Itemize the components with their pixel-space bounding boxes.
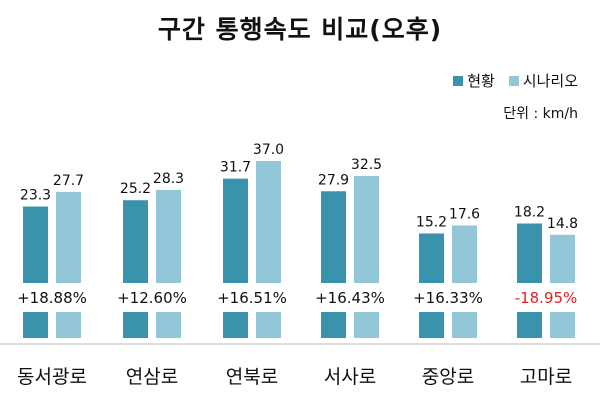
bar-stub-current-1	[123, 312, 148, 338]
bar-scenario-3	[354, 175, 379, 284]
change-label-2: +16.51%	[217, 289, 287, 307]
bar-stub-scenario-5	[550, 312, 575, 338]
value-label-current-4: 15.2	[416, 214, 447, 230]
change-label-4: +16.33%	[413, 289, 483, 307]
value-label-scenario-1: 28.3	[153, 171, 184, 187]
bar-current-0	[23, 206, 48, 284]
break-band-3	[308, 283, 392, 310]
bar-scenario-4	[452, 225, 477, 284]
bar-stub-scenario-1	[156, 312, 181, 338]
bar-stub-scenario-3	[354, 312, 379, 338]
unit-label: 단위 : km/h	[503, 106, 578, 122]
category-label-1: 연삼로	[126, 366, 178, 388]
change-label-1: +12.60%	[117, 289, 187, 307]
break-band-5	[504, 283, 588, 310]
bar-stub-current-0	[23, 312, 48, 338]
value-label-current-0: 23.3	[20, 188, 51, 204]
bar-scenario-0	[56, 191, 81, 284]
legend-label-current: 현황	[467, 72, 495, 90]
legend: 현황 시나리오	[453, 70, 578, 91]
bar-stub-current-4	[419, 312, 444, 338]
bar-stub-current-3	[321, 312, 346, 338]
category-label-0: 동서광로	[17, 366, 87, 388]
chart-title: 구간 통행속도 비교(오후)	[157, 15, 443, 44]
legend-label-scenario: 시나리오	[522, 72, 578, 90]
bar-current-1	[123, 200, 148, 284]
bar-scenario-1	[156, 189, 181, 284]
value-label-scenario-3: 32.5	[351, 157, 382, 173]
category-label-3: 서사로	[324, 366, 376, 388]
legend-item-scenario: 시나리오	[508, 70, 578, 91]
break-band-1	[110, 283, 194, 310]
change-label-0: +18.88%	[17, 289, 87, 307]
value-label-scenario-5: 14.8	[547, 216, 578, 232]
bar-current-4	[419, 233, 444, 284]
bar-stub-scenario-0	[56, 312, 81, 338]
break-band-4	[406, 283, 490, 310]
bar-current-5	[517, 223, 542, 284]
change-label-3: +16.43%	[315, 289, 385, 307]
legend-swatch-scenario	[508, 75, 519, 86]
category-label-4: 중앙로	[422, 366, 474, 388]
change-label-5: -18.95%	[515, 289, 578, 307]
value-label-scenario-2: 37.0	[253, 142, 284, 158]
bar-current-2	[223, 178, 248, 284]
category-label-5: 고마로	[520, 366, 572, 388]
value-label-current-3: 27.9	[318, 172, 349, 188]
bar-stub-current-2	[223, 312, 248, 338]
bar-stub-current-5	[517, 312, 542, 338]
value-label-current-1: 25.2	[120, 181, 151, 197]
legend-item-current: 현황	[453, 70, 495, 91]
bar-scenario-2	[256, 161, 281, 284]
category-label-2: 연북로	[226, 366, 278, 388]
break-band-2	[210, 283, 294, 310]
bar-stub-scenario-2	[256, 312, 281, 338]
value-label-current-2: 31.7	[220, 160, 251, 176]
legend-swatch-current	[453, 75, 464, 86]
bar-stub-scenario-4	[452, 312, 477, 338]
value-label-scenario-0: 27.7	[53, 173, 84, 189]
break-band-0	[10, 283, 94, 310]
bar-current-3	[321, 191, 346, 284]
value-label-current-5: 18.2	[514, 204, 545, 220]
bar-scenario-5	[550, 234, 575, 284]
value-label-scenario-4: 17.6	[449, 206, 480, 222]
